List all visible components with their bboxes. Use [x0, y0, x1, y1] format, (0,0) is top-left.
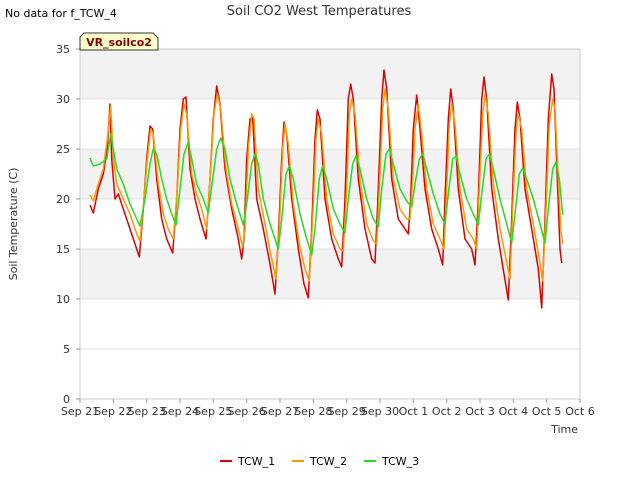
y-tick-label: 0 — [63, 393, 70, 406]
legend-label: TCW_3 — [381, 455, 419, 468]
chart-title: Soil CO2 West Temperatures — [227, 4, 412, 19]
x-tick-label: Sep 21 — [61, 405, 99, 418]
badge-box — [79, 32, 159, 51]
legend: TCW_1 TCW_2 TCW_3 — [220, 455, 419, 468]
y-tick-label: 15 — [56, 243, 70, 256]
y-tick-label: 35 — [56, 43, 70, 56]
x-tick-label: Sep 26 — [228, 405, 266, 418]
y-axis: 0 5 10 15 20 25 30 35 — [56, 43, 80, 406]
x-tick-label: Sep 22 — [94, 405, 132, 418]
y-tick-label: 30 — [56, 93, 70, 106]
no-data-message: No data for f_TCW_4 — [5, 7, 117, 20]
x-tick-label: Oct 4 — [499, 405, 529, 418]
legend-item-tcw-3: TCW_3 — [364, 455, 419, 468]
legend-item-tcw-1: TCW_1 — [220, 455, 275, 468]
x-tick-label: Sep 28 — [294, 405, 332, 418]
x-tick-label: Oct 3 — [465, 405, 495, 418]
grid-lines — [80, 48, 580, 400]
x-tick-label: Oct 6 — [565, 405, 595, 418]
y-tick-label: 20 — [56, 193, 70, 206]
grid-bands — [80, 49, 580, 299]
grid-band — [80, 49, 580, 99]
x-tick-label: Sep 27 — [261, 405, 299, 418]
series-line-tcw-2 — [89, 88, 564, 282]
x-tick-label: Oct 2 — [432, 405, 462, 418]
legend-item-tcw-2: TCW_2 — [292, 455, 347, 468]
x-tick-label: Sep 30 — [361, 405, 399, 418]
grid-band — [80, 249, 580, 299]
legend-label: TCW_1 — [237, 455, 275, 468]
x-tick-label: Sep 23 — [128, 405, 166, 418]
y-tick-label: 5 — [63, 343, 70, 356]
x-axis-label: Time — [550, 423, 578, 436]
x-tick-label: Oct 1 — [399, 405, 429, 418]
series-line-tcw-3 — [89, 133, 564, 256]
badge-label: VR_soilco2 — [86, 36, 152, 49]
y-axis-label: Soil Temperature (C) — [7, 168, 20, 281]
series-lines — [89, 69, 564, 309]
x-tick-label: Oct 5 — [532, 405, 562, 418]
y-tick-label: 25 — [56, 143, 70, 156]
y-tick-label: 10 — [56, 293, 70, 306]
legend-label: TCW_2 — [309, 455, 347, 468]
x-tick-label: Sep 25 — [194, 405, 232, 418]
x-tick-label: Sep 29 — [328, 405, 366, 418]
badge: VR_soilco2 — [79, 32, 159, 51]
series-line-tcw-1 — [89, 69, 563, 309]
x-tick-label: Sep 24 — [161, 405, 199, 418]
plot-area — [79, 48, 581, 400]
